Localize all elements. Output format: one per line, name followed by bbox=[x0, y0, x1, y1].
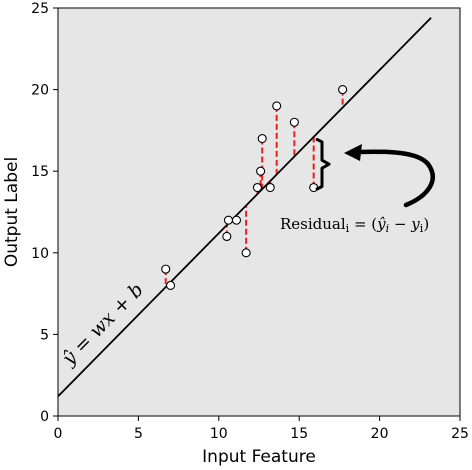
resid-minus: − bbox=[389, 215, 411, 233]
plot-area bbox=[58, 8, 460, 416]
y-tick-label: 10 bbox=[31, 246, 49, 262]
annotation-arrow bbox=[355, 149, 435, 208]
y-tick-label: 5 bbox=[40, 327, 49, 343]
y-axis-label: Output Label bbox=[2, 157, 22, 267]
resid-close: ) bbox=[423, 215, 429, 233]
y-tick-label: 15 bbox=[31, 164, 49, 180]
x-tick-label: 5 bbox=[134, 426, 143, 442]
plot-frame bbox=[57, 7, 461, 417]
residual-formula-label: Residuali = (ŷi − yi) bbox=[280, 215, 429, 235]
data-point bbox=[222, 231, 232, 242]
annotation-arrow-head bbox=[344, 144, 362, 161]
resid-sub: i bbox=[346, 222, 350, 235]
resid-y: y bbox=[410, 215, 420, 233]
x-tick-label: 15 bbox=[290, 426, 308, 442]
resid-yhat-sub: i bbox=[386, 222, 390, 235]
data-point bbox=[256, 166, 266, 176]
x-tick-label: 20 bbox=[371, 426, 389, 442]
y-tick-label: 0 bbox=[40, 409, 49, 425]
y-tick-label: 25 bbox=[31, 1, 49, 17]
x-tick-label: 10 bbox=[210, 426, 228, 442]
data-point bbox=[265, 182, 275, 193]
x-tick-label: 25 bbox=[451, 426, 469, 442]
data-points bbox=[161, 85, 348, 290]
data-point bbox=[231, 215, 242, 225]
data-point bbox=[338, 85, 348, 95]
data-point bbox=[223, 215, 233, 225]
resid-base: Residual bbox=[280, 215, 346, 233]
data-point bbox=[166, 280, 176, 290]
y-tick-label: 20 bbox=[31, 83, 49, 99]
data-point bbox=[289, 117, 299, 127]
x-axis-label: Input Feature bbox=[202, 447, 316, 467]
resid-y-sub: i bbox=[420, 222, 424, 235]
x-tick-label: 0 bbox=[54, 426, 63, 442]
resid-eq: = ( bbox=[349, 215, 377, 233]
y-axis-ticks: 0 5 10 15 20 25 bbox=[31, 1, 58, 425]
data-point bbox=[257, 134, 267, 144]
data-point bbox=[241, 248, 251, 258]
regression-fit-line bbox=[57, 17, 432, 398]
x-axis-ticks: 0 5 10 15 20 25 bbox=[54, 416, 469, 442]
data-point bbox=[161, 264, 171, 274]
residual-bracket bbox=[315, 137, 331, 191]
data-point bbox=[272, 101, 282, 111]
resid-yhat: ŷ bbox=[376, 215, 386, 233]
data-point bbox=[252, 182, 262, 193]
